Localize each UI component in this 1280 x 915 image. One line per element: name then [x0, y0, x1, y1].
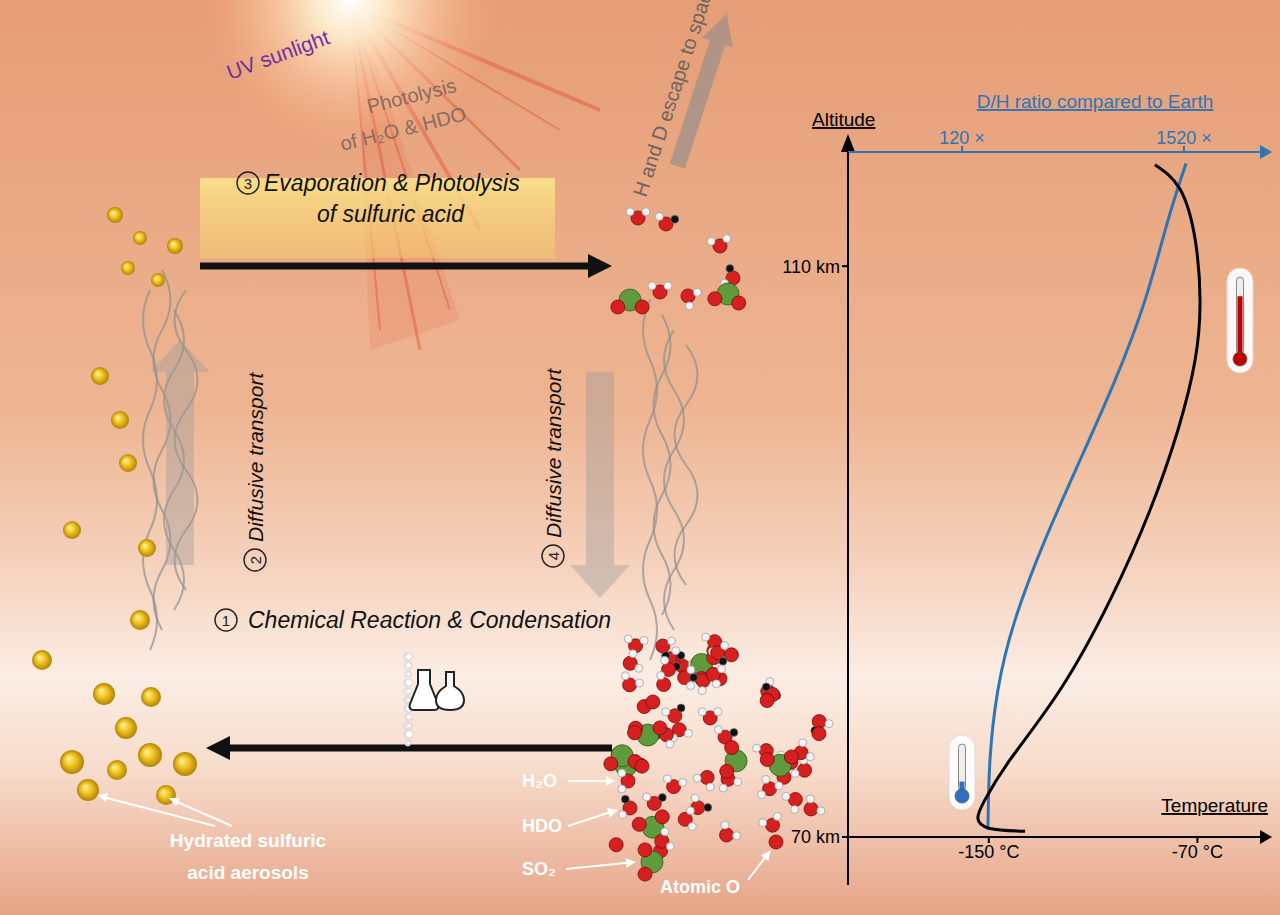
svg-text:H₂O: H₂O [522, 771, 557, 791]
svg-text:2: 2 [247, 556, 264, 564]
svg-text:-150 °C: -150 °C [958, 842, 1019, 862]
svg-text:Diffusive transport: Diffusive transport [542, 368, 565, 538]
svg-text:acid aerosols: acid aerosols [187, 862, 308, 883]
svg-text:of H₂O & HDO: of H₂O & HDO [338, 102, 468, 155]
svg-text:4: 4 [545, 552, 562, 560]
svg-text:120 ×: 120 × [939, 128, 985, 148]
svg-text:HDO: HDO [522, 816, 562, 836]
svg-text:Photolysis: Photolysis [364, 74, 459, 118]
svg-text:Diffusive transport: Diffusive transport [244, 372, 267, 542]
svg-text:1520 ×: 1520 × [1156, 128, 1212, 148]
svg-text:Temperature: Temperature [1161, 795, 1268, 816]
svg-text:110 km: 110 km [782, 257, 840, 277]
svg-text:Evaporation & Photolysis: Evaporation & Photolysis [264, 170, 520, 196]
svg-text:70 km: 70 km [791, 827, 840, 847]
svg-text:Hydrated sulfuric: Hydrated sulfuric [170, 830, 327, 851]
svg-text:D/H ratio compared to Earth: D/H ratio compared to Earth [977, 91, 1214, 112]
svg-text:Atomic O: Atomic O [660, 877, 740, 897]
svg-text:Chemical Reaction & Condensati: Chemical Reaction & Condensation [248, 607, 611, 633]
svg-text:UV sunlight: UV sunlight [224, 25, 333, 83]
svg-text:Altitude: Altitude [812, 109, 875, 130]
svg-text:1: 1 [222, 612, 230, 629]
svg-text:-70 °C: -70 °C [1172, 842, 1223, 862]
svg-text:3: 3 [244, 175, 252, 192]
svg-text:SO₂: SO₂ [522, 859, 556, 879]
svg-text:of sulfuric acid: of sulfuric acid [317, 201, 465, 227]
